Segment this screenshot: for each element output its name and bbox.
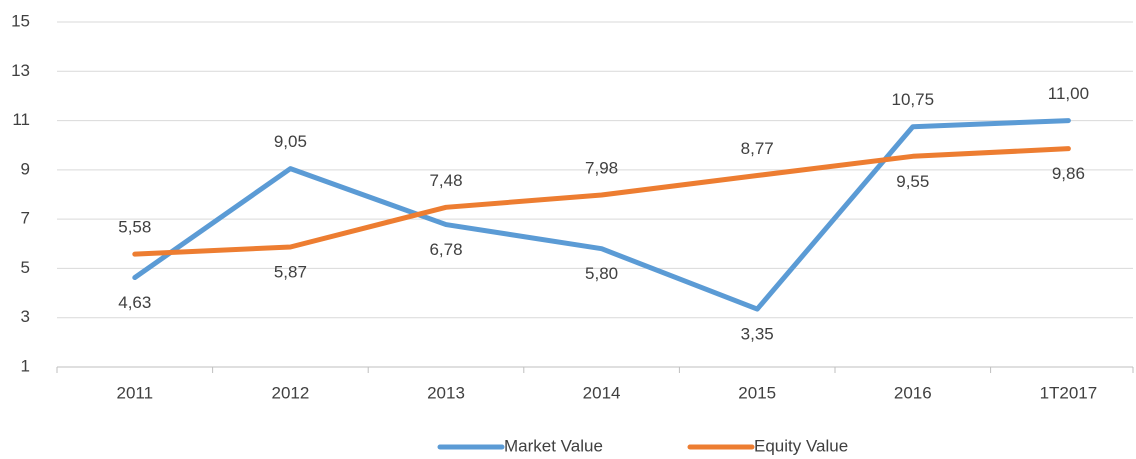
data-label: 9,55 <box>896 172 929 191</box>
x-tick-label: 2011 <box>117 383 154 402</box>
x-tick-label: 2016 <box>894 383 932 402</box>
data-label: 6,78 <box>429 240 462 259</box>
x-tick-label: 2012 <box>271 383 309 402</box>
data-label: 7,48 <box>429 171 462 190</box>
legend-label: Market Value <box>504 436 603 455</box>
data-label: 9,05 <box>274 132 307 151</box>
data-label: 8,77 <box>741 139 774 158</box>
data-label: 10,75 <box>892 90 935 109</box>
y-tick-label: 15 <box>11 11 30 30</box>
x-tick-label: 1T2017 <box>1040 383 1098 402</box>
data-label: 9,86 <box>1052 164 1085 183</box>
data-label: 5,80 <box>585 264 618 283</box>
data-label: 5,58 <box>118 218 151 237</box>
data-label: 5,87 <box>274 262 307 281</box>
y-tick-label: 9 <box>21 159 30 178</box>
data-label: 4,63 <box>118 293 151 312</box>
x-tick-label: 2015 <box>738 383 776 402</box>
y-tick-label: 11 <box>12 110 30 129</box>
y-tick-label: 7 <box>21 209 30 228</box>
data-label: 11,00 <box>1048 84 1089 103</box>
y-tick-label: 5 <box>21 258 30 277</box>
legend-label: Equity Value <box>754 436 848 455</box>
data-label: 3,35 <box>741 325 774 344</box>
series-line <box>132 118 1071 312</box>
series-line <box>132 146 1071 257</box>
y-tick-label: 13 <box>11 61 30 80</box>
y-tick-label: 3 <box>21 307 30 326</box>
x-tick-label: 2014 <box>583 383 621 402</box>
data-label: 7,98 <box>585 158 618 177</box>
y-tick-label: 1 <box>21 356 30 375</box>
x-tick-label: 2013 <box>427 383 465 402</box>
